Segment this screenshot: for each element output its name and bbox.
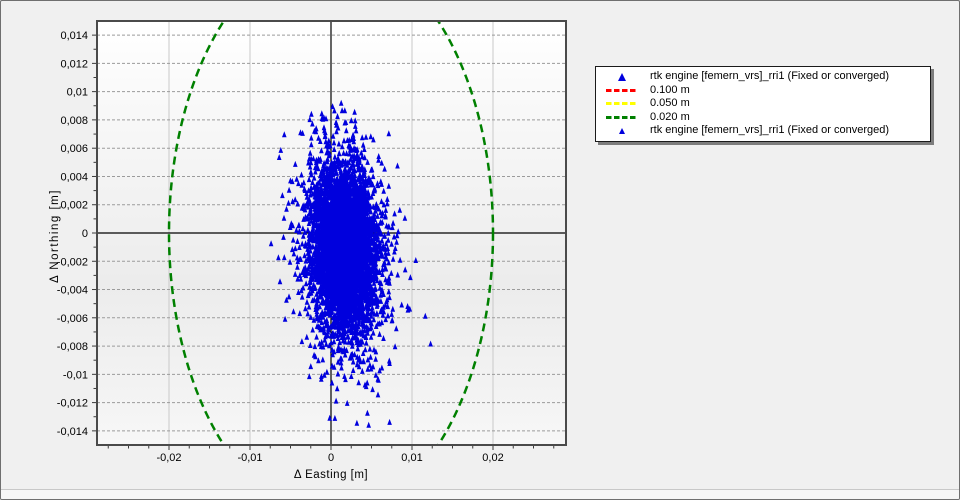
tolerance-circle-green (167, 21, 495, 445)
svg-text:0,008: 0,008 (60, 115, 88, 127)
scatter-points-path (268, 99, 433, 428)
legend-item-label: 0.020 m (650, 110, 690, 123)
legend-item-label: rtk engine [femern_vrs]_rri1 (Fixed or c… (650, 124, 890, 137)
triangle-marker-icon (619, 127, 625, 134)
legend-triangle-icon (600, 127, 644, 134)
axis-ticks (92, 34, 555, 450)
svg-text:0: 0 (82, 228, 88, 240)
svg-text:0,004: 0,004 (60, 171, 88, 183)
svg-text:-0,014: -0,014 (57, 426, 88, 438)
axis-tick-labels: -0,02 -0,01 0 0,01 0,02 0,014 0,012 0,01 0,008 0,… (57, 30, 504, 464)
scatter-points (268, 99, 433, 428)
svg-text:0,02: 0,02 (482, 452, 503, 464)
legend-triangle-icon (600, 72, 644, 81)
svg-text:-0,012: -0,012 (57, 398, 88, 410)
svg-text:0,01: 0,01 (401, 452, 422, 464)
svg-text:-0,01: -0,01 (237, 452, 262, 464)
svg-text:0,002: 0,002 (60, 200, 88, 212)
svg-text:-0,006: -0,006 (57, 313, 88, 325)
legend-dash-icon (600, 102, 644, 106)
legend-item: rtk engine [femern_vrs]_rri1 (Fixed or c… (600, 70, 926, 84)
x-axis-title: Δ Easting [m] (294, 469, 368, 481)
svg-text:0,01: 0,01 (67, 87, 88, 99)
dash-line-icon (606, 102, 638, 106)
legend-item: 0.100 m (600, 84, 926, 98)
legend-item: 0.020 m (600, 111, 926, 125)
legend-item: 0.050 m (600, 97, 926, 111)
legend-item-label: rtk engine [femern_vrs]_rri1 (Fixed or c… (650, 70, 890, 83)
dash-line-icon (606, 115, 638, 119)
chart-canvas: -0,02 -0,01 0 0,01 0,02 0,014 0,012 0,01 0,008 0,… (49, 20, 567, 481)
triangle-marker-icon (618, 72, 626, 81)
legend-item-label: 0.050 m (650, 97, 690, 110)
svg-text:-0,02: -0,02 (156, 452, 181, 464)
svg-text:0,006: 0,006 (60, 143, 88, 155)
legend-dash-icon (600, 88, 644, 92)
legend-item-label: 0.100 m (650, 83, 690, 96)
svg-text:0,014: 0,014 (60, 30, 88, 42)
svg-text:-0,002: -0,002 (57, 256, 88, 268)
svg-text:-0,008: -0,008 (57, 341, 88, 353)
legend-item: rtk engine [femern_vrs]_rri1 (Fixed or c… (600, 124, 926, 138)
plot-border (96, 20, 567, 446)
legend: rtk engine [femern_vrs]_rri1 (Fixed or c… (595, 66, 931, 142)
y-axis-title: Δ Northing [m] (49, 189, 61, 283)
svg-text:-0,004: -0,004 (57, 285, 88, 297)
footer-strip (1, 489, 959, 499)
legend-dash-icon (600, 115, 644, 119)
svg-text:0,012: 0,012 (60, 58, 88, 70)
dash-line-icon (606, 88, 638, 92)
svg-text:-0,01: -0,01 (63, 369, 88, 381)
svg-text:0: 0 (328, 452, 334, 464)
